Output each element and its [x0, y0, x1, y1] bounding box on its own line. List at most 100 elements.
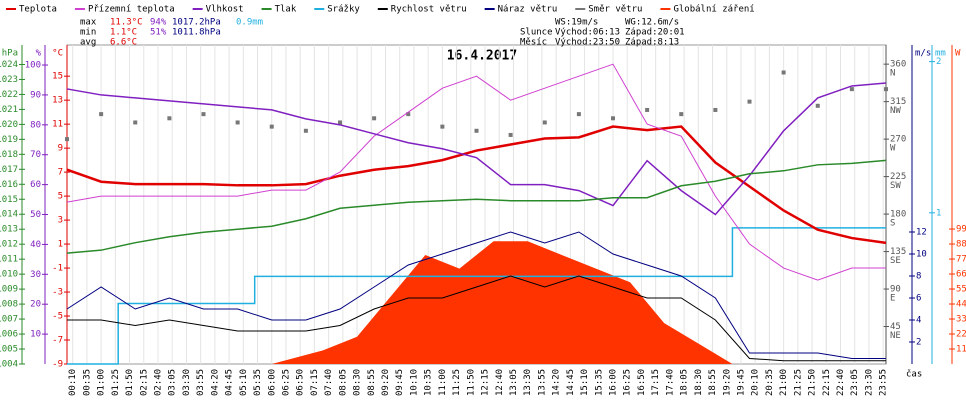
x-tick-label: 21:50: [808, 369, 818, 396]
y-tick-label: 225: [890, 172, 906, 182]
x-tick-label: 23:05: [850, 369, 860, 396]
legend-label: Směr větru: [588, 5, 642, 15]
stat-text: avg: [80, 38, 96, 48]
stat-text: 6.6°C: [110, 38, 137, 48]
series-step: [67, 227, 886, 365]
series-line: [66, 231, 886, 359]
direction-point: [201, 112, 206, 117]
y-tick-label: 5: [58, 192, 63, 202]
y-tick-label: 220: [956, 330, 966, 340]
direction-point: [65, 137, 69, 142]
x-tick-label: 11:50: [466, 369, 476, 396]
axis-unit: W: [955, 49, 961, 59]
x-axis-label: čas: [906, 369, 922, 380]
y-tick-label: 100: [25, 61, 41, 71]
y-tick-label: 13: [52, 96, 63, 106]
series-line: [67, 275, 886, 362]
y-tick-label: 11: [52, 120, 63, 130]
y-tick-label: -7: [52, 336, 63, 346]
x-tick-label: 12:40: [495, 369, 505, 396]
direction-point: [474, 128, 479, 133]
y-tick-label: 770: [956, 255, 966, 265]
x-tick-label: 02:15: [139, 369, 149, 396]
x-tick-label: 06:25: [281, 369, 291, 396]
direction-point: [440, 124, 445, 129]
y-tick-label: 2: [936, 57, 941, 67]
axis-unit: °C: [52, 49, 63, 59]
x-tick-label: 17:40: [665, 369, 675, 396]
stat-text: 94%: [150, 18, 167, 28]
x-tick-label: 19:45: [736, 369, 746, 396]
x-tick-label: 11:00: [438, 369, 448, 396]
x-tick-label: 08:55: [367, 369, 377, 396]
stat-text: 11.3°C: [110, 18, 143, 28]
y-tick-label: 1: [58, 240, 63, 250]
direction-point: [338, 120, 342, 125]
info-text: Východ:23:50: [555, 38, 620, 48]
x-tick-label: 00:10: [68, 369, 78, 396]
x-tick-label: 03:30: [182, 369, 192, 396]
x-tick-label: 16:50: [637, 369, 647, 396]
y-tick-label: 60: [30, 180, 41, 190]
y-tick-label: 90: [30, 90, 41, 100]
y-tick-label: 1013: [0, 225, 18, 235]
direction-point: [713, 107, 718, 112]
legend-label: Srážky: [327, 5, 360, 15]
x-tick-label: 13:05: [509, 369, 519, 396]
direction-point: [167, 116, 172, 121]
direction-point: [508, 132, 513, 137]
legend-label: Náraz větru: [498, 5, 558, 15]
legend-label: Vlhkost: [206, 5, 244, 15]
y-tick-label: -3: [52, 288, 63, 298]
y-tick-label: 1016: [0, 180, 18, 190]
x-tick-label: 16:25: [623, 369, 633, 396]
y-tick-label: -1: [52, 264, 63, 274]
axis-unit: %: [36, 49, 42, 59]
x-tick-label: 15:35: [594, 369, 604, 396]
direction-point: [576, 112, 581, 117]
axis-unit: m/s: [915, 49, 931, 59]
direction-point: [679, 112, 684, 117]
y-tick-label: 7: [58, 168, 63, 178]
direction-name: NW: [890, 106, 901, 116]
y-tick-label: 880: [956, 240, 966, 250]
direction-point: [303, 128, 308, 133]
y-tick-label: 1006: [0, 330, 18, 340]
x-tick-label: 00:35: [82, 369, 92, 396]
x-tick-label: 09:20: [381, 369, 391, 396]
x-tick-label: 10:35: [424, 369, 434, 396]
axis-unit: hPa: [2, 49, 18, 59]
y-tick-label: 1017: [0, 165, 18, 175]
y-tick-label: 135: [890, 247, 906, 257]
x-tick-label: 21:25: [793, 369, 803, 396]
y-tick-label: 270: [890, 135, 906, 145]
x-tick-label: 04:45: [225, 369, 235, 396]
x-tick-label: 04:20: [210, 369, 220, 396]
x-tick-label: 13:55: [537, 369, 547, 396]
x-tick-label: 20:35: [765, 369, 775, 396]
x-tick-label: 18:55: [708, 369, 718, 396]
y-tick-label: 360: [890, 60, 906, 70]
x-tick-label: 17:15: [651, 369, 661, 396]
direction-point: [406, 112, 411, 117]
y-tick-label: -9: [52, 360, 63, 370]
stat-text: 1017.2hPa: [172, 18, 221, 28]
stat-text: 0.9mm: [236, 18, 263, 28]
y-tick-label: 1023: [0, 75, 18, 85]
axis-unit: mm: [935, 49, 946, 59]
info-text: Východ:06:13: [555, 28, 620, 38]
y-tick-label: 550: [956, 285, 966, 295]
info-text: WG:12.6m/s: [625, 18, 679, 28]
y-tick-label: 1021: [0, 105, 18, 115]
y-tick-label: 70: [30, 150, 41, 160]
y-tick-label: 30: [30, 270, 41, 280]
legend-label: Rychlost větru: [391, 5, 467, 15]
x-tick-label: 08:30: [353, 369, 363, 396]
info-text: Západ:8:13: [625, 38, 679, 48]
legend-label: Tlak: [275, 5, 297, 15]
stat-text: max: [80, 18, 97, 28]
